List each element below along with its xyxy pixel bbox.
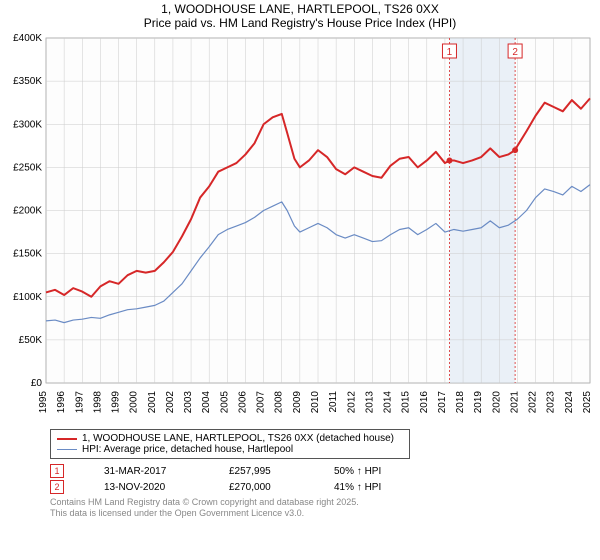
svg-text:2018: 2018 [455,391,466,414]
legend-swatch [57,438,77,440]
sale-marker-row: 1 31-MAR-2017 £257,995 50% ↑ HPI [50,463,600,479]
svg-text:1996: 1996 [56,391,67,414]
copyright-line-2: This data is licensed under the Open Gov… [50,508,600,519]
svg-text:2014: 2014 [383,391,394,414]
legend-swatch [57,449,77,450]
svg-text:2001: 2001 [147,391,158,414]
svg-text:2004: 2004 [201,391,212,414]
title-line-1: 1, WOODHOUSE LANE, HARTLEPOOL, TS26 0XX [0,2,600,16]
svg-text:2000: 2000 [129,391,140,414]
svg-text:2008: 2008 [274,391,285,414]
svg-text:2009: 2009 [292,391,303,414]
svg-text:2017: 2017 [437,391,448,414]
title-line-2: Price paid vs. HM Land Registry's House … [0,16,600,30]
copyright: Contains HM Land Registry data © Crown c… [50,497,600,519]
legend-item: HPI: Average price, detached house, Hart… [57,444,403,455]
marker-price: £270,000 [229,482,294,493]
copyright-line-1: Contains HM Land Registry data © Crown c… [50,497,600,508]
svg-text:2003: 2003 [183,391,194,414]
svg-text:1995: 1995 [38,391,49,414]
line-chart: £0 £50K £100K £150K £200K £250K £300K £350K £400… [0,30,600,425]
legend: 1, WOODHOUSE LANE, HARTLEPOOL, TS26 0XX … [50,429,410,459]
svg-text:2006: 2006 [237,391,248,414]
marker-date: 13-NOV-2020 [104,482,189,493]
svg-text:1999: 1999 [111,391,122,414]
svg-text:£400K: £400K [13,33,42,44]
svg-text:2: 2 [512,47,518,58]
svg-text:2005: 2005 [219,391,230,414]
svg-text:2016: 2016 [419,391,430,414]
svg-text:2021: 2021 [509,391,520,414]
svg-text:2011: 2011 [328,391,339,413]
svg-text:2019: 2019 [473,391,484,414]
sale-marker-row: 2 13-NOV-2020 £270,000 41% ↑ HPI [50,479,600,495]
svg-text:2020: 2020 [491,391,502,414]
legend-label: 1, WOODHOUSE LANE, HARTLEPOOL, TS26 0XX … [82,433,394,444]
marker-hpi: 41% ↑ HPI [334,482,381,493]
svg-text:£250K: £250K [13,162,42,173]
svg-text:2025: 2025 [582,391,593,414]
svg-text:£350K: £350K [13,76,42,87]
marker-date: 31-MAR-2017 [104,466,189,477]
svg-text:£300K: £300K [13,119,42,130]
svg-text:£200K: £200K [13,206,42,217]
svg-text:2015: 2015 [401,391,412,414]
legend-label: HPI: Average price, detached house, Hart… [82,444,293,455]
svg-text:£50K: £50K [19,335,43,346]
svg-text:2024: 2024 [564,391,575,414]
svg-text:1: 1 [447,47,453,58]
svg-text:£150K: £150K [13,249,42,260]
marker-price: £257,995 [229,466,294,477]
svg-text:2010: 2010 [310,391,321,414]
svg-text:2002: 2002 [165,391,176,414]
svg-text:£0: £0 [31,378,43,389]
marker-number: 1 [50,464,64,478]
legend-item: 1, WOODHOUSE LANE, HARTLEPOOL, TS26 0XX … [57,433,403,444]
sale-markers-table: 1 31-MAR-2017 £257,995 50% ↑ HPI 2 13-NO… [50,463,600,495]
marker-hpi: 50% ↑ HPI [334,466,381,477]
chart-area: £0 £50K £100K £150K £200K £250K £300K £350K £400… [0,30,600,425]
svg-text:£100K: £100K [13,292,42,303]
svg-text:2023: 2023 [546,391,557,414]
chart-title: 1, WOODHOUSE LANE, HARTLEPOOL, TS26 0XX … [0,0,600,30]
marker-number: 2 [50,480,64,494]
svg-text:2012: 2012 [346,391,357,414]
svg-text:2013: 2013 [364,391,375,414]
svg-text:2022: 2022 [528,391,539,414]
svg-text:1997: 1997 [74,391,85,414]
svg-text:1998: 1998 [92,391,103,414]
svg-text:2007: 2007 [256,391,267,414]
